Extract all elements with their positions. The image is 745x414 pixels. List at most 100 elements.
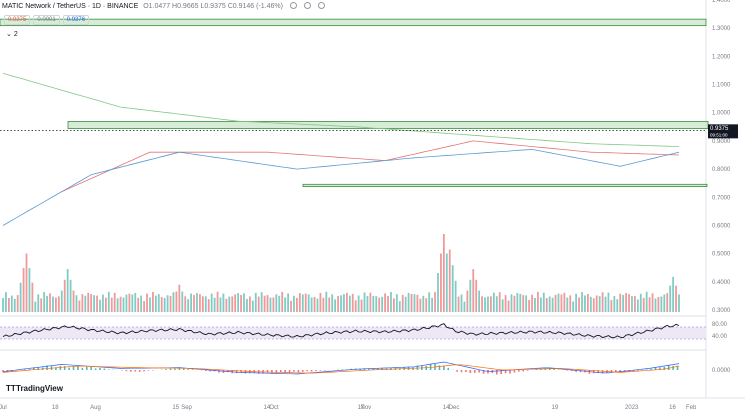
volume-bar — [287, 293, 289, 312]
macd-histogram-bar — [72, 366, 75, 370]
volume-bar — [60, 290, 63, 312]
macd-histogram-bar — [667, 365, 670, 370]
volume-bar — [128, 293, 131, 312]
symbol-header[interactable]: MATIC Network / TetherUS · 1D · BINANCE … — [2, 2, 328, 10]
time-tick-label: Aug — [90, 405, 101, 411]
macd-histogram-bar — [341, 369, 344, 370]
volume-bar — [275, 294, 278, 312]
rsi-tick-label: 80.00 — [712, 322, 728, 328]
volume-bar — [348, 295, 351, 312]
indicator-collapse-toggle[interactable]: ⌄ 2 — [6, 30, 18, 38]
support-resistance-zone — [302, 183, 708, 187]
volume-bar — [619, 293, 622, 312]
rsi-band — [0, 327, 706, 339]
macd-histogram-bar — [487, 370, 489, 374]
volume-bar — [96, 295, 98, 312]
volume-bar — [90, 294, 93, 312]
volume-bar — [184, 296, 187, 312]
symbol-title[interactable]: MATIC Network / TetherUS · 1D · BINANCE — [2, 3, 139, 10]
volume-bar — [201, 296, 204, 312]
volume-bar — [166, 295, 169, 312]
volume-bar — [404, 296, 407, 312]
volume-bar — [472, 269, 475, 312]
volume-bar — [204, 296, 207, 312]
volume-bar — [125, 294, 128, 312]
macd-histogram-bar — [654, 367, 657, 370]
volume-bar — [401, 295, 404, 312]
volume-bar — [81, 294, 84, 312]
volume-bar — [454, 280, 457, 312]
tradingview-logo[interactable]: TTTradingView — [6, 384, 63, 393]
volume-bar — [542, 292, 545, 312]
volume-bar — [516, 292, 519, 312]
volume-bar — [304, 293, 307, 312]
macd-histogram-bar — [676, 365, 679, 370]
volume-bar — [10, 295, 13, 312]
eye-icon[interactable] — [289, 2, 297, 9]
macd-histogram-bar — [368, 368, 370, 370]
chip-sell[interactable]: 0.9375 — [4, 15, 31, 25]
volume-bar — [639, 293, 642, 312]
macd-histogram-bar — [429, 363, 432, 370]
macd-histogram-bar — [297, 370, 300, 373]
macd-histogram-bar — [182, 368, 185, 370]
macd-histogram-bar — [275, 370, 278, 374]
volume-bar — [507, 300, 510, 312]
volume-bar — [319, 292, 322, 312]
macd-histogram-bar — [130, 370, 132, 372]
macd-histogram-bar — [495, 370, 498, 375]
volume-bar — [360, 299, 363, 312]
macd-histogram-bar — [376, 368, 379, 370]
macd-histogram-bar — [535, 369, 538, 370]
macd-histogram-bar — [81, 367, 84, 370]
macd-histogram-bar — [46, 365, 48, 370]
volume-bar — [642, 297, 645, 312]
volume-bar — [340, 295, 342, 312]
macd-histogram-bar — [68, 367, 70, 370]
volume-bar — [234, 294, 237, 312]
macd-histogram-bar — [381, 368, 383, 370]
last-price-badge — [708, 124, 738, 139]
macd-histogram-bar — [174, 368, 176, 370]
price-scale[interactable] — [706, 0, 745, 414]
volume-bar — [263, 295, 266, 312]
chip-buy[interactable]: 0.9376 — [62, 15, 90, 25]
volume-bar — [310, 297, 313, 312]
macd-histogram-bar — [416, 365, 419, 370]
close-icon[interactable] — [317, 2, 325, 9]
time-tick-label: 14 — [264, 405, 271, 411]
volume-bar — [31, 282, 34, 312]
macd-histogram-bar — [615, 370, 617, 373]
volume-bar — [231, 296, 234, 312]
volume-bar — [569, 295, 572, 312]
volume-bar — [442, 234, 445, 312]
rsi-tick-label: 40.00 — [712, 334, 728, 340]
volume-bar — [616, 299, 619, 312]
price-tick-label: 0.9000 — [712, 139, 731, 145]
macd-histogram-bar — [601, 370, 604, 374]
volume-bar — [110, 297, 113, 312]
volume-bar — [578, 297, 580, 312]
volume-bar — [57, 296, 60, 312]
macd-signal-line — [2, 364, 680, 374]
gear-icon[interactable] — [303, 2, 311, 9]
volume-bar — [631, 296, 633, 312]
macd-histogram-bar — [235, 370, 238, 374]
volume-bar — [428, 292, 431, 312]
volume-bar — [354, 300, 357, 312]
volume-bar — [66, 269, 69, 312]
volume-bar — [149, 297, 151, 312]
volume-bar — [387, 295, 389, 312]
volume-bar — [178, 284, 181, 312]
volume-bar — [501, 299, 504, 312]
volume-bar — [266, 295, 269, 312]
volume-bar — [316, 298, 319, 312]
macd-histogram-bar — [2, 370, 4, 372]
volume-bar — [7, 297, 10, 312]
volume-bar — [228, 296, 231, 312]
volume-bar — [278, 295, 281, 312]
macd-histogram-bar — [244, 370, 247, 374]
volume-bar — [669, 285, 672, 312]
volume-bar — [343, 294, 345, 312]
